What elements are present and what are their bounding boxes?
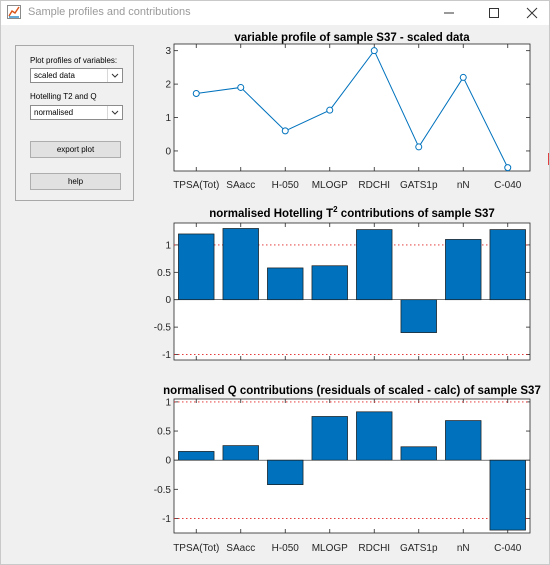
maximize-icon — [489, 8, 499, 18]
bar — [400, 446, 437, 461]
chart-title-superscript: 2 — [333, 205, 338, 214]
bar — [222, 228, 259, 301]
chart-2: normalised Hotelling T2 contributions of… — [154, 205, 531, 361]
y-tick-label: -0.5 — [154, 485, 172, 496]
chart-1: variable profile of sample S37 - scaled … — [165, 32, 531, 191]
bar — [222, 445, 259, 461]
chart-title-part: contributions of sample S37 — [338, 208, 495, 220]
chart-3: normalised Q contributions (residuals of… — [154, 385, 541, 554]
x-tick-label: MLOGP — [312, 180, 348, 191]
close-button[interactable] — [516, 1, 548, 25]
bar — [267, 459, 304, 485]
x-tick-label: GATS1p — [400, 543, 438, 554]
profile-dropdown-value: scaled data — [34, 71, 75, 80]
y-tick-label: 3 — [165, 46, 171, 57]
y-tick-label: 1 — [165, 397, 171, 408]
series-line — [196, 49, 509, 168]
data-point — [504, 164, 512, 172]
maximize-button[interactable] — [478, 1, 510, 25]
bar — [356, 411, 393, 461]
y-tick-label: -1 — [162, 514, 171, 525]
chart-title-part: normalised Hotelling T — [209, 208, 333, 220]
x-tick-label: nN — [457, 543, 470, 554]
export-plot-button[interactable]: export plot — [30, 141, 121, 158]
x-tick-label: GATS1p — [400, 180, 438, 191]
data-point — [459, 73, 467, 81]
y-tick-label: 1 — [165, 113, 171, 124]
help-button[interactable]: help — [30, 173, 121, 190]
profile-label: Plot profiles of variables: — [30, 56, 118, 65]
y-tick-label: 0.5 — [157, 427, 171, 438]
hotelling-label: Hotelling T2 and Q — [30, 92, 97, 101]
bar — [445, 239, 482, 301]
plot-area — [173, 43, 531, 172]
y-tick-label: 2 — [165, 80, 171, 91]
bar — [311, 416, 348, 461]
x-tick-label: C-040 — [494, 543, 522, 554]
window-title: Sample profiles and contributions — [28, 6, 191, 18]
data-point — [415, 143, 423, 151]
chart-title: variable profile of sample S37 - scaled … — [234, 32, 470, 44]
y-tick-label: -0.5 — [154, 323, 172, 334]
y-tick-label: 0 — [165, 295, 171, 306]
x-tick-label: H-050 — [272, 180, 300, 191]
x-tick-label: TPSA(Tot) — [173, 180, 219, 191]
title-bar: Sample profiles and contributions — [1, 1, 549, 25]
y-tick-label: 0.5 — [157, 268, 171, 279]
bar — [356, 229, 393, 301]
bar — [489, 229, 526, 301]
bar — [445, 420, 482, 461]
x-tick-label: TPSA(Tot) — [173, 543, 219, 554]
matlab-figure-icon — [7, 5, 21, 19]
bar — [489, 459, 526, 531]
y-tick-label: 1 — [165, 240, 171, 251]
bar — [267, 267, 304, 301]
x-tick-label: nN — [457, 180, 470, 191]
data-point — [326, 106, 334, 114]
chart-title: normalised Hotelling T2 contributions of… — [209, 205, 495, 220]
data-point — [281, 127, 289, 135]
close-icon — [526, 7, 538, 19]
bar — [178, 451, 215, 461]
minimize-icon — [444, 12, 454, 14]
x-tick-label: H-050 — [272, 543, 300, 554]
hotelling-dropdown-value: normalised — [34, 108, 74, 117]
plot-area — [173, 398, 531, 534]
y-tick-label: 0 — [165, 146, 171, 157]
y-tick-label: -1 — [162, 350, 171, 361]
chevron-down-icon — [107, 106, 119, 119]
data-point — [192, 89, 200, 97]
bar — [178, 233, 215, 301]
x-tick-label: C-040 — [494, 180, 522, 191]
x-tick-label: SAacc — [226, 180, 255, 191]
chevron-down-icon — [107, 69, 119, 82]
data-point — [370, 47, 378, 55]
x-tick-label: SAacc — [226, 543, 255, 554]
x-tick-label: RDCHI — [358, 180, 390, 191]
x-tick-label: MLOGP — [312, 543, 348, 554]
chart-title: normalised Q contributions (residuals of… — [163, 385, 541, 397]
bar — [311, 265, 348, 301]
data-point — [237, 83, 245, 91]
controls-panel: Plot profiles of variables: scaled data … — [15, 45, 134, 201]
x-tick-label: RDCHI — [358, 543, 390, 554]
y-tick-label: 0 — [165, 456, 171, 467]
minimize-button[interactable] — [433, 1, 465, 25]
profile-dropdown[interactable]: scaled data — [30, 68, 123, 83]
bar — [400, 299, 437, 333]
hotelling-dropdown[interactable]: normalised — [30, 105, 123, 120]
edge-marker — [548, 153, 549, 165]
